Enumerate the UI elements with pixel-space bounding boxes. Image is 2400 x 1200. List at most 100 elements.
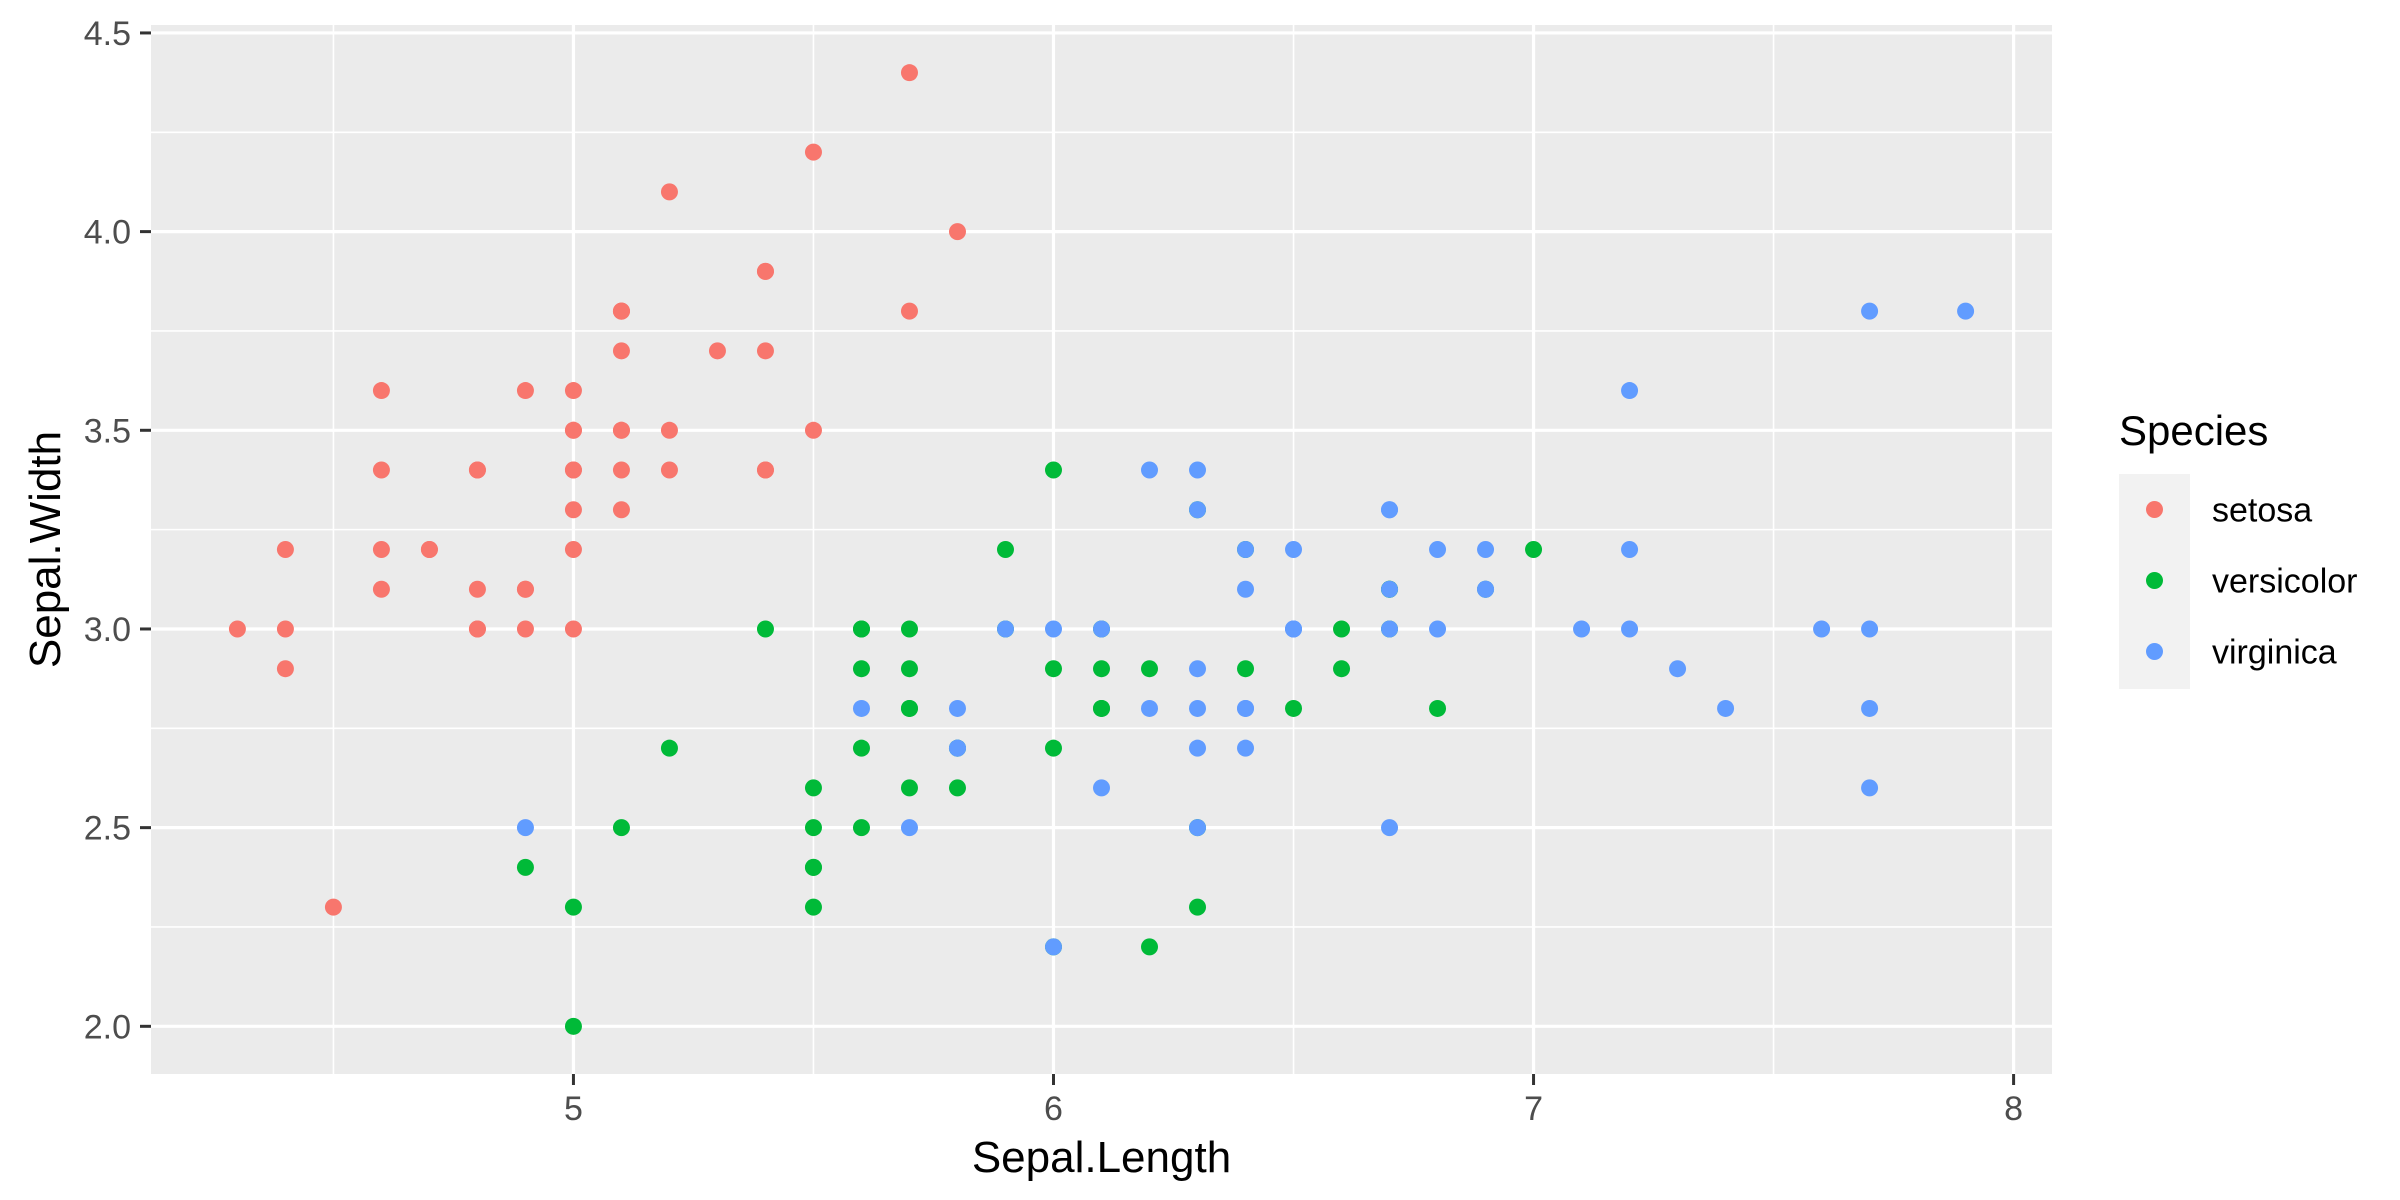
data-point-virginica <box>1621 382 1639 400</box>
data-point-setosa <box>612 421 630 439</box>
y-tick-label: 4.0 <box>84 214 131 252</box>
data-point-versicolor <box>948 779 966 797</box>
data-point-setosa <box>660 461 678 479</box>
data-point-virginica <box>1621 620 1639 638</box>
data-point-setosa <box>564 421 582 439</box>
data-points <box>228 64 1975 1035</box>
data-point-versicolor <box>900 699 918 717</box>
data-point-virginica <box>948 699 966 717</box>
data-point-virginica <box>1189 819 1207 837</box>
data-point-setosa <box>612 342 630 360</box>
data-point-virginica <box>1381 580 1399 598</box>
data-point-setosa <box>420 541 438 558</box>
legend-key-versicolor <box>2146 572 2163 589</box>
data-point-setosa <box>900 302 918 320</box>
y-tick-label: 4.5 <box>84 15 131 53</box>
y-tick-label: 3.0 <box>84 611 131 649</box>
data-point-versicolor <box>804 779 822 797</box>
data-point-virginica <box>1861 699 1879 717</box>
x-tick-label: 5 <box>564 1090 583 1128</box>
data-point-virginica <box>516 819 534 837</box>
data-point-virginica <box>1044 938 1062 956</box>
data-point-setosa <box>372 382 390 400</box>
data-point-virginica <box>1189 461 1207 479</box>
data-point-versicolor <box>564 1017 582 1035</box>
data-point-setosa <box>276 620 294 638</box>
data-point-versicolor <box>1285 699 1303 717</box>
data-point-setosa <box>276 660 294 678</box>
data-point-setosa <box>564 382 582 400</box>
data-point-setosa <box>756 342 774 360</box>
data-point-virginica <box>1717 699 1735 717</box>
data-point-virginica <box>1237 541 1255 558</box>
data-point-virginica <box>948 739 966 757</box>
legend: Species setosa versicolor virginica <box>2119 407 2357 689</box>
data-point-virginica <box>1141 699 1159 717</box>
data-point-virginica <box>1189 699 1207 717</box>
x-axis-ticks: 5 6 7 8 <box>564 1074 2023 1128</box>
data-point-versicolor <box>1429 699 1447 717</box>
data-point-versicolor <box>852 660 870 678</box>
data-point-versicolor <box>612 819 630 837</box>
data-point-virginica <box>1189 739 1207 757</box>
data-point-setosa <box>612 461 630 479</box>
data-point-versicolor <box>852 819 870 837</box>
data-point-versicolor <box>516 858 534 876</box>
data-point-virginica <box>1189 501 1207 519</box>
data-point-setosa <box>948 223 966 241</box>
data-point-virginica <box>1861 779 1879 797</box>
data-point-versicolor <box>996 541 1014 558</box>
data-point-virginica <box>1381 819 1399 837</box>
data-point-setosa <box>468 580 486 598</box>
data-point-versicolor <box>1141 660 1159 678</box>
data-point-versicolor <box>900 620 918 638</box>
data-point-setosa <box>228 620 246 638</box>
data-point-virginica <box>1381 620 1399 638</box>
data-point-virginica <box>1237 580 1255 598</box>
data-point-versicolor <box>564 898 582 916</box>
data-point-setosa <box>468 620 486 638</box>
data-point-setosa <box>660 421 678 439</box>
data-point-virginica <box>1237 699 1255 717</box>
x-axis-title: Sepal.Length <box>972 1133 1231 1182</box>
data-point-versicolor <box>852 620 870 638</box>
x-tick-label: 6 <box>1044 1090 1063 1128</box>
y-axis-title: Sepal.Width <box>21 431 70 668</box>
data-point-virginica <box>1429 541 1447 558</box>
data-point-versicolor <box>1237 660 1255 678</box>
data-point-setosa <box>900 64 918 82</box>
y-tick-label: 3.5 <box>84 412 131 450</box>
data-point-versicolor <box>900 779 918 797</box>
data-point-versicolor <box>1525 541 1543 558</box>
data-point-virginica <box>1573 620 1591 638</box>
data-point-virginica <box>1813 620 1831 638</box>
data-point-versicolor <box>1044 461 1062 479</box>
legend-label-virginica: virginica <box>2212 634 2337 672</box>
y-tick-label: 2.5 <box>84 810 131 848</box>
data-point-setosa <box>516 620 534 638</box>
minor-gridlines <box>151 25 2052 1074</box>
data-point-setosa <box>804 143 822 161</box>
data-point-setosa <box>564 620 582 638</box>
data-point-virginica <box>852 699 870 717</box>
data-point-setosa <box>372 580 390 598</box>
data-point-setosa <box>516 580 534 598</box>
data-point-virginica <box>1141 461 1159 479</box>
data-point-virginica <box>1861 302 1879 320</box>
data-point-setosa <box>612 501 630 519</box>
data-point-versicolor <box>1141 938 1159 956</box>
data-point-virginica <box>1189 660 1207 678</box>
data-point-versicolor <box>900 660 918 678</box>
y-tick-label: 2.0 <box>84 1008 131 1046</box>
data-point-virginica <box>1285 541 1303 558</box>
data-point-versicolor <box>804 819 822 837</box>
data-point-versicolor <box>1333 620 1351 638</box>
data-point-setosa <box>612 302 630 320</box>
data-point-virginica <box>996 620 1014 638</box>
data-point-virginica <box>1429 620 1447 638</box>
data-point-versicolor <box>804 898 822 916</box>
legend-label-setosa: setosa <box>2212 492 2312 530</box>
data-point-versicolor <box>1093 699 1110 717</box>
data-point-virginica <box>1381 501 1399 519</box>
data-point-virginica <box>1044 620 1062 638</box>
